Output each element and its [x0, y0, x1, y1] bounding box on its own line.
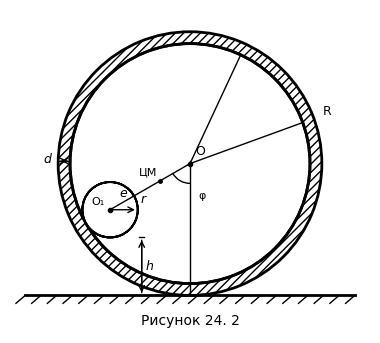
Text: Рисунок 24. 2: Рисунок 24. 2: [141, 314, 239, 328]
Text: e: e: [120, 187, 128, 200]
Text: φ: φ: [198, 191, 205, 201]
Text: d: d: [44, 153, 52, 166]
Text: ЦМ: ЦМ: [139, 167, 157, 177]
Text: O: O: [195, 145, 205, 158]
Wedge shape: [58, 32, 322, 295]
Circle shape: [82, 182, 138, 237]
Text: O₁: O₁: [92, 197, 105, 207]
Wedge shape: [82, 182, 138, 237]
Text: h: h: [146, 260, 154, 273]
Text: r: r: [140, 193, 146, 206]
Circle shape: [58, 32, 322, 295]
Text: R: R: [323, 105, 332, 118]
